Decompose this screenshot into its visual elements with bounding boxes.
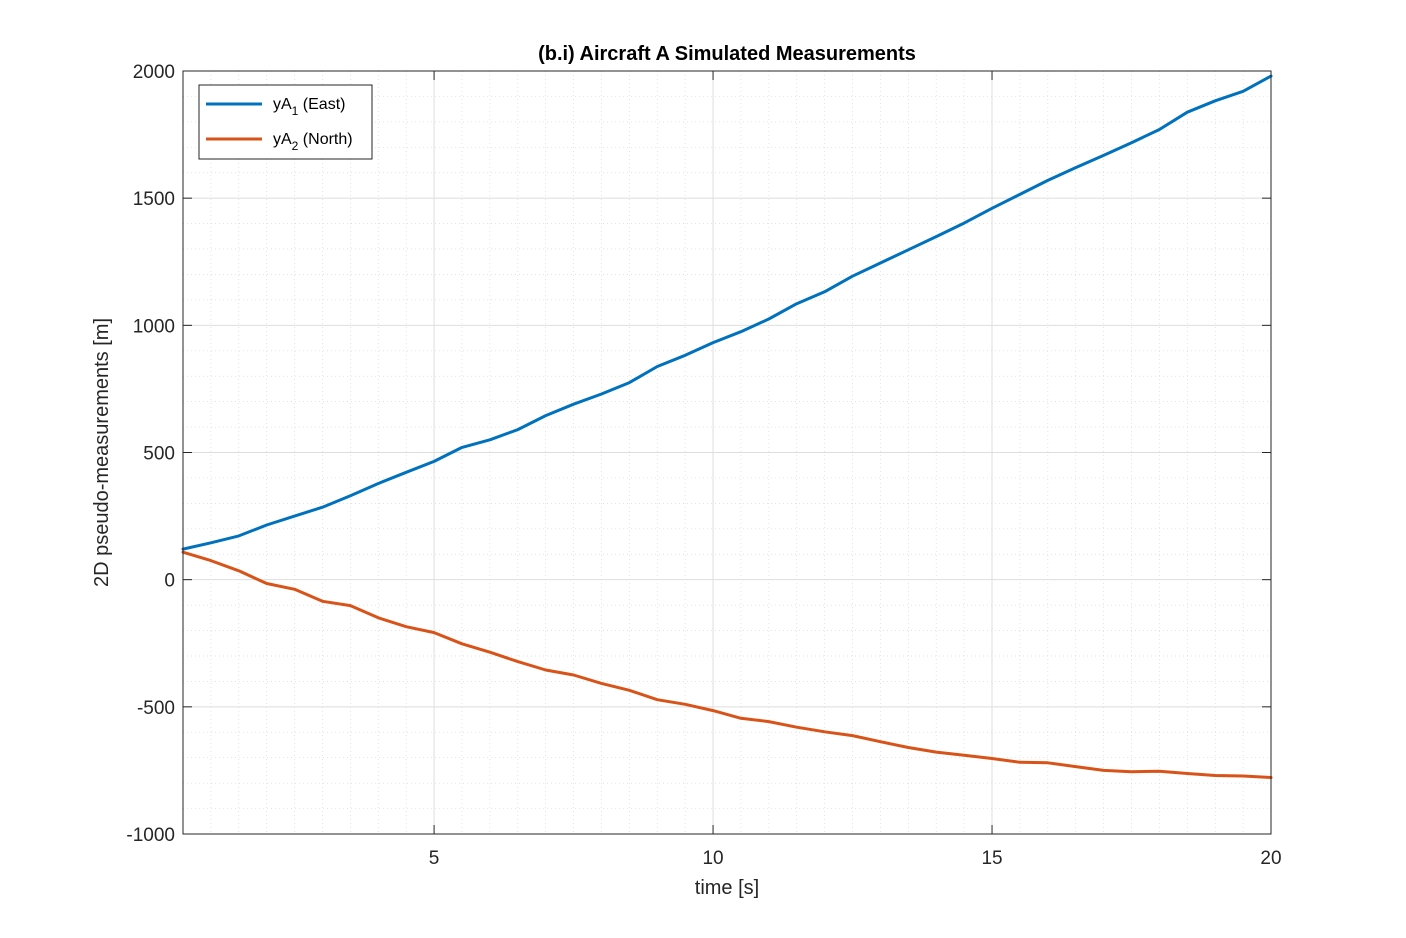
- legend-label-1: yA1 (East): [273, 96, 345, 118]
- axis-ticks: 5 10 15 20 -1000 -500 0 500 1000 1500 2000: [126, 62, 1281, 869]
- x-axis-label: time [s]: [695, 877, 759, 899]
- legend-box: [198, 84, 373, 160]
- x-tick-label: 20: [1260, 848, 1281, 869]
- series-line-2: [181, 550, 1273, 779]
- y-axis-label: 2D pseudo-measurements [m]: [91, 318, 113, 587]
- y-tick-label: -1000: [126, 825, 175, 846]
- legend: yA1 (East) yA2 (North): [198, 84, 373, 160]
- y-tick-label: 2000: [133, 62, 175, 83]
- series-layer: [181, 74, 1273, 779]
- legend-label-2: yA2 (North): [273, 131, 353, 153]
- y-tick-label: -500: [137, 698, 175, 719]
- y-tick-label: 500: [143, 444, 175, 465]
- major-grid: [183, 70, 1272, 835]
- chart-title: (b.i) Aircraft A Simulated Measurements: [538, 43, 916, 65]
- series-line-1: [181, 74, 1273, 551]
- x-tick-label: 15: [981, 848, 1002, 869]
- x-tick-label: 10: [702, 848, 723, 869]
- x-tick-label: 5: [429, 848, 440, 869]
- y-tick-label: 0: [164, 571, 175, 592]
- y-tick-label: 1500: [133, 189, 175, 210]
- y-tick-label: 1000: [133, 316, 175, 337]
